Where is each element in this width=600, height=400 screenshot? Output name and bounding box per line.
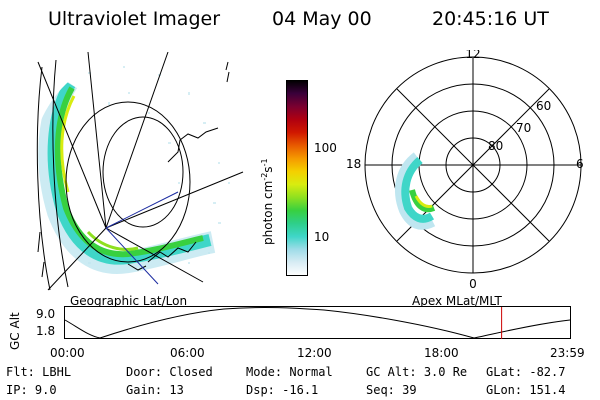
lat-label-60: 60 [536,99,551,113]
polar-auroral-oval [395,152,436,230]
orbit-xtick-3: 18:00 [424,346,459,360]
colorbar-gradient [286,80,308,276]
mlt-label-12: 12 [465,50,480,61]
meridian-highlight [105,191,179,285]
time-label: 20:45:16 UT [432,8,549,30]
info-mode: Mode: Normal [246,365,333,379]
instrument-title: Ultraviolet Imager [48,8,221,30]
info-gain: Gain: 13 [126,383,184,397]
unit-seconds: s [261,166,275,173]
colorbar-tick-10: 10 [314,230,330,244]
info-dsp-value: -16.1 [282,383,319,397]
info-glat-value: -82.7 [529,365,566,379]
info-glat-label: GLat: [486,365,523,379]
info-door-value: Closed [169,365,213,379]
mlt-label-18: 18 [346,157,361,171]
orbit-altitude-curve [64,306,571,339]
colorbar-unit-label: photon cm-2s-1 [260,158,275,245]
info-ip-value: 9.0 [34,383,57,397]
lat-label-80: 80 [488,139,503,153]
orbit-ytick-bottom: 1.8 [36,324,56,338]
polar-plot: 12 18 6 0 60 70 80 [346,50,584,290]
info-gcalt-value: 3.0 Re [423,365,468,379]
polar-caption: Apex MLat/MLT [412,294,502,308]
geographic-image [36,52,244,291]
mlt-label-6: 6 [576,157,584,171]
orbit-xtick-2: 12:00 [297,346,332,360]
info-ip-label: IP: [6,383,28,397]
info-ip: IP: 9.0 [6,383,57,397]
colorbar-tick-100: 100 [314,141,337,155]
coastlines [37,61,230,278]
lat-label-70: 70 [516,121,531,135]
info-mode-label: Mode: [246,365,283,379]
date-label: 04 May 00 [272,8,372,30]
info-gain-value: 13 [169,383,184,397]
geographic-caption: Geographic Lat/Lon [70,294,188,308]
info-dsp-label: Dsp: [246,383,275,397]
auroral-oval [38,75,216,274]
orbit-xtick-4: 23:59 [550,346,585,360]
info-dsp: Dsp: -16.1 [246,383,318,397]
unit-exponent-1: -2 [260,172,269,181]
info-flt-value: LBHL [42,365,72,379]
lat-lon-grid [36,52,244,291]
info-glon: GLon: 151.4 [486,383,565,397]
info-glon-value: 151.4 [529,383,566,397]
info-gcalt-label: GC Alt: [366,365,417,379]
orbit-xtick-1: 06:00 [170,346,205,360]
info-glon-label: GLon: [486,383,523,397]
info-mode-value: Normal [289,365,333,379]
info-gain-label: Gain: [126,383,163,397]
info-glat: GLat: -82.7 [486,365,565,379]
colorbar [286,80,308,276]
info-door-label: Door: [126,365,163,379]
info-seq-value: 39 [402,383,417,397]
orbit-ytick-top: 9.0 [36,307,56,321]
orbit-plot [64,306,571,339]
unit-exponent-2: -1 [260,158,269,167]
mlt-label-0: 0 [469,277,477,290]
info-door: Door: Closed [126,365,213,379]
unit-text: photon cm [261,180,275,245]
info-gcalt: GC Alt: 3.0 Re [366,365,467,379]
orbit-xtick-0: 00:00 [50,346,85,360]
orbit-ylabel: GC Alt [8,312,22,350]
info-flt-label: Flt: [6,365,35,379]
info-seq: Seq: 39 [366,383,417,397]
info-flt: Flt: LBHL [6,365,71,379]
polar-grid [364,56,582,274]
info-seq-label: Seq: [366,383,395,397]
